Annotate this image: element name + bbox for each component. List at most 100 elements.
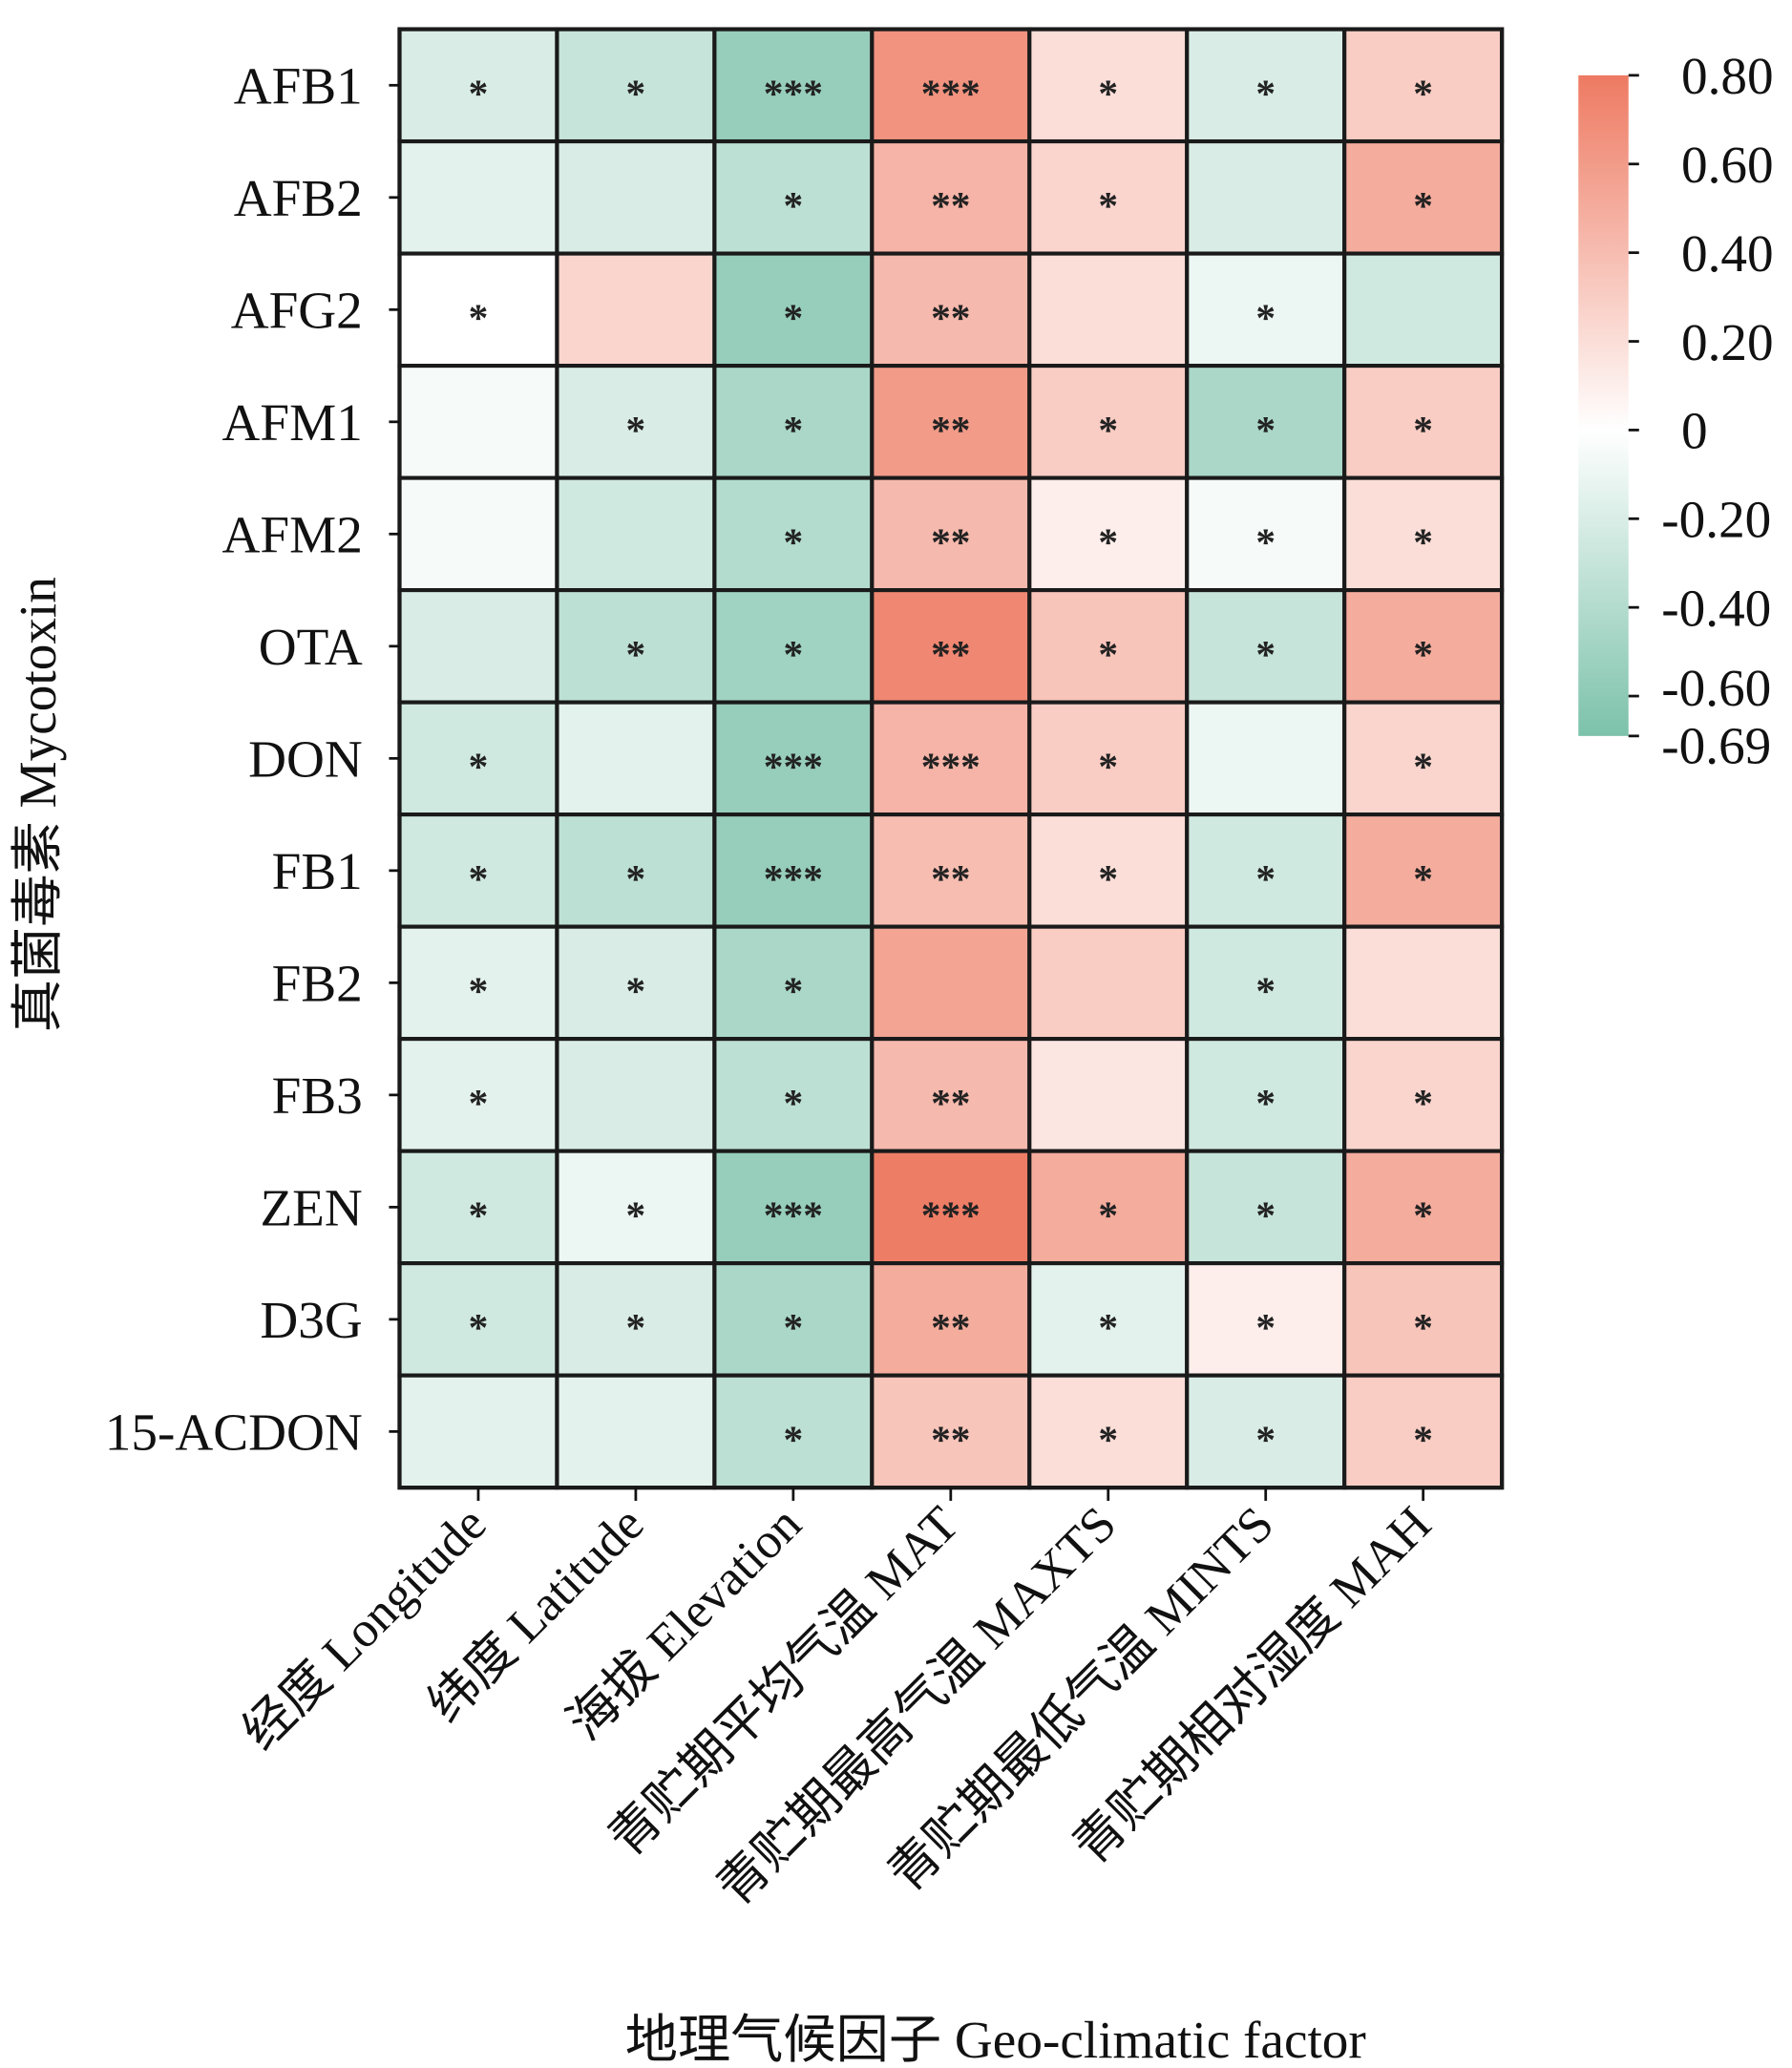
- y-tick-label: FB2: [272, 955, 363, 1013]
- y-tick-label: D3G: [260, 1291, 362, 1349]
- y-tick-label: FB1: [272, 842, 363, 900]
- significance-label: *: [626, 408, 646, 452]
- significance-label: ***: [921, 1192, 980, 1236]
- significance-label: ***: [764, 1192, 823, 1236]
- significance-label: *: [1255, 519, 1275, 563]
- heatmap-cell: [555, 700, 717, 817]
- y-tick-label: AFB2: [234, 169, 363, 227]
- heatmap-cell: [712, 1373, 875, 1490]
- significance-label: *: [469, 968, 489, 1012]
- colorbar-tick-label: 0.40: [1681, 224, 1774, 283]
- significance-label: *: [1413, 1305, 1433, 1349]
- heatmap-cell: [870, 924, 1032, 1042]
- significance-label: *: [1098, 632, 1118, 676]
- significance-label: ***: [764, 856, 823, 900]
- significance-label: *: [784, 1081, 804, 1125]
- heatmap-cell: [1185, 924, 1347, 1042]
- heatmap-cell: [1342, 1261, 1505, 1378]
- heatmap-cell: [1342, 700, 1505, 817]
- heatmap-cell: [1185, 363, 1347, 480]
- significance-label: *: [626, 968, 646, 1012]
- y-tick-label: AFM2: [221, 506, 362, 564]
- colorbar-tick-label: 0.60: [1681, 136, 1774, 194]
- heatmap-cell: [555, 1373, 717, 1490]
- heatmap-cell: [712, 363, 875, 480]
- significance-label: *: [626, 856, 646, 900]
- heatmap-cell: [555, 1149, 717, 1266]
- y-tick-label: DON: [248, 730, 363, 789]
- y-tick-labels: AFB1 AFB2 AFG2 AFM1 AFM2 OTA DON FB1 FB2 FB3 ZEN D3…: [105, 57, 400, 1462]
- significance-label: *: [784, 632, 804, 676]
- y-tick-label: AFM1: [221, 393, 362, 452]
- significance-label: *: [1255, 1417, 1275, 1461]
- significance-label: *: [784, 519, 804, 563]
- significance-label: *: [1255, 71, 1275, 115]
- significance-label: *: [626, 1305, 646, 1349]
- heatmap-cell: [397, 138, 559, 256]
- significance-label: ***: [921, 744, 980, 788]
- y-tick-label: ZEN: [260, 1179, 362, 1237]
- significance-label: *: [1255, 1305, 1275, 1349]
- significance-label: *: [1098, 1417, 1118, 1461]
- significance-label: *: [1255, 632, 1275, 676]
- heatmap-cell: [1342, 251, 1505, 369]
- significance-label: **: [931, 1081, 970, 1125]
- significance-label: **: [931, 1305, 970, 1349]
- significance-label: *: [1098, 519, 1118, 563]
- significance-label: *: [1255, 968, 1275, 1012]
- significance-label: *: [1255, 295, 1275, 339]
- significance-label: *: [784, 1305, 804, 1349]
- y-axis-title: 真菌毒素 Mycotoxin: [9, 577, 67, 1032]
- significance-label: *: [626, 1192, 646, 1236]
- significance-label: *: [626, 632, 646, 676]
- y-tick-label: AFG2: [231, 282, 363, 340]
- heatmap-cell: [397, 1373, 559, 1490]
- significance-label: *: [469, 744, 489, 788]
- colorbar-tick-label: 0.80: [1681, 47, 1774, 105]
- significance-label: *: [469, 1192, 489, 1236]
- significance-label: *: [784, 183, 804, 227]
- heatmap-cell: [397, 924, 559, 1042]
- significance-label: *: [1255, 1081, 1275, 1125]
- colorbar-tick-label: -0.40: [1661, 580, 1771, 638]
- heatmap-cell: [555, 138, 717, 256]
- heatmap-cell: [1185, 138, 1347, 256]
- significance-label: *: [784, 968, 804, 1012]
- significance-label: *: [1413, 1192, 1433, 1236]
- heatmap-cell: [1027, 363, 1190, 480]
- colorbar-tick-label: 0.20: [1681, 313, 1774, 371]
- significance-label: *: [1255, 1192, 1275, 1236]
- significance-label: *: [1098, 71, 1118, 115]
- heatmap-cell: [555, 251, 717, 369]
- heatmap-cell: [1027, 700, 1190, 817]
- heatmap-cell: [870, 1261, 1032, 1378]
- significance-label: *: [1098, 1305, 1118, 1349]
- significance-label: *: [469, 856, 489, 900]
- significance-label: **: [931, 295, 970, 339]
- heatmap-cell: [397, 1149, 559, 1266]
- significance-label: ***: [764, 71, 823, 115]
- heatmap-cell: [870, 588, 1032, 705]
- significance-label: ***: [764, 744, 823, 788]
- heatmap-cell: [1027, 138, 1190, 256]
- heatmap-cell: [1027, 812, 1190, 929]
- heatmap-cell: [397, 251, 559, 369]
- significance-label: *: [469, 71, 489, 115]
- significance-label: *: [1413, 1417, 1433, 1461]
- heatmap-cell: [1342, 924, 1505, 1042]
- heatmap-cell: [397, 588, 559, 705]
- heatmap-cell: [870, 1373, 1032, 1490]
- significance-label: *: [1255, 408, 1275, 452]
- heatmap-cell: [1342, 1373, 1505, 1490]
- y-tick-label: 15-ACDON: [105, 1403, 363, 1462]
- heatmap-cell: [555, 475, 717, 593]
- significance-label: *: [1413, 856, 1433, 900]
- heatmap-cells: * * *** *** * * ** ** * ** * ** ** * ** * * ** ** * * ** * ** * *…: [397, 27, 1505, 1490]
- significance-label: *: [1413, 408, 1433, 452]
- significance-label: *: [1413, 71, 1433, 115]
- significance-label: **: [931, 183, 970, 227]
- significance-label: **: [931, 1417, 970, 1461]
- heatmap-cell: [1342, 363, 1505, 480]
- heatmap-cell: [712, 1149, 875, 1266]
